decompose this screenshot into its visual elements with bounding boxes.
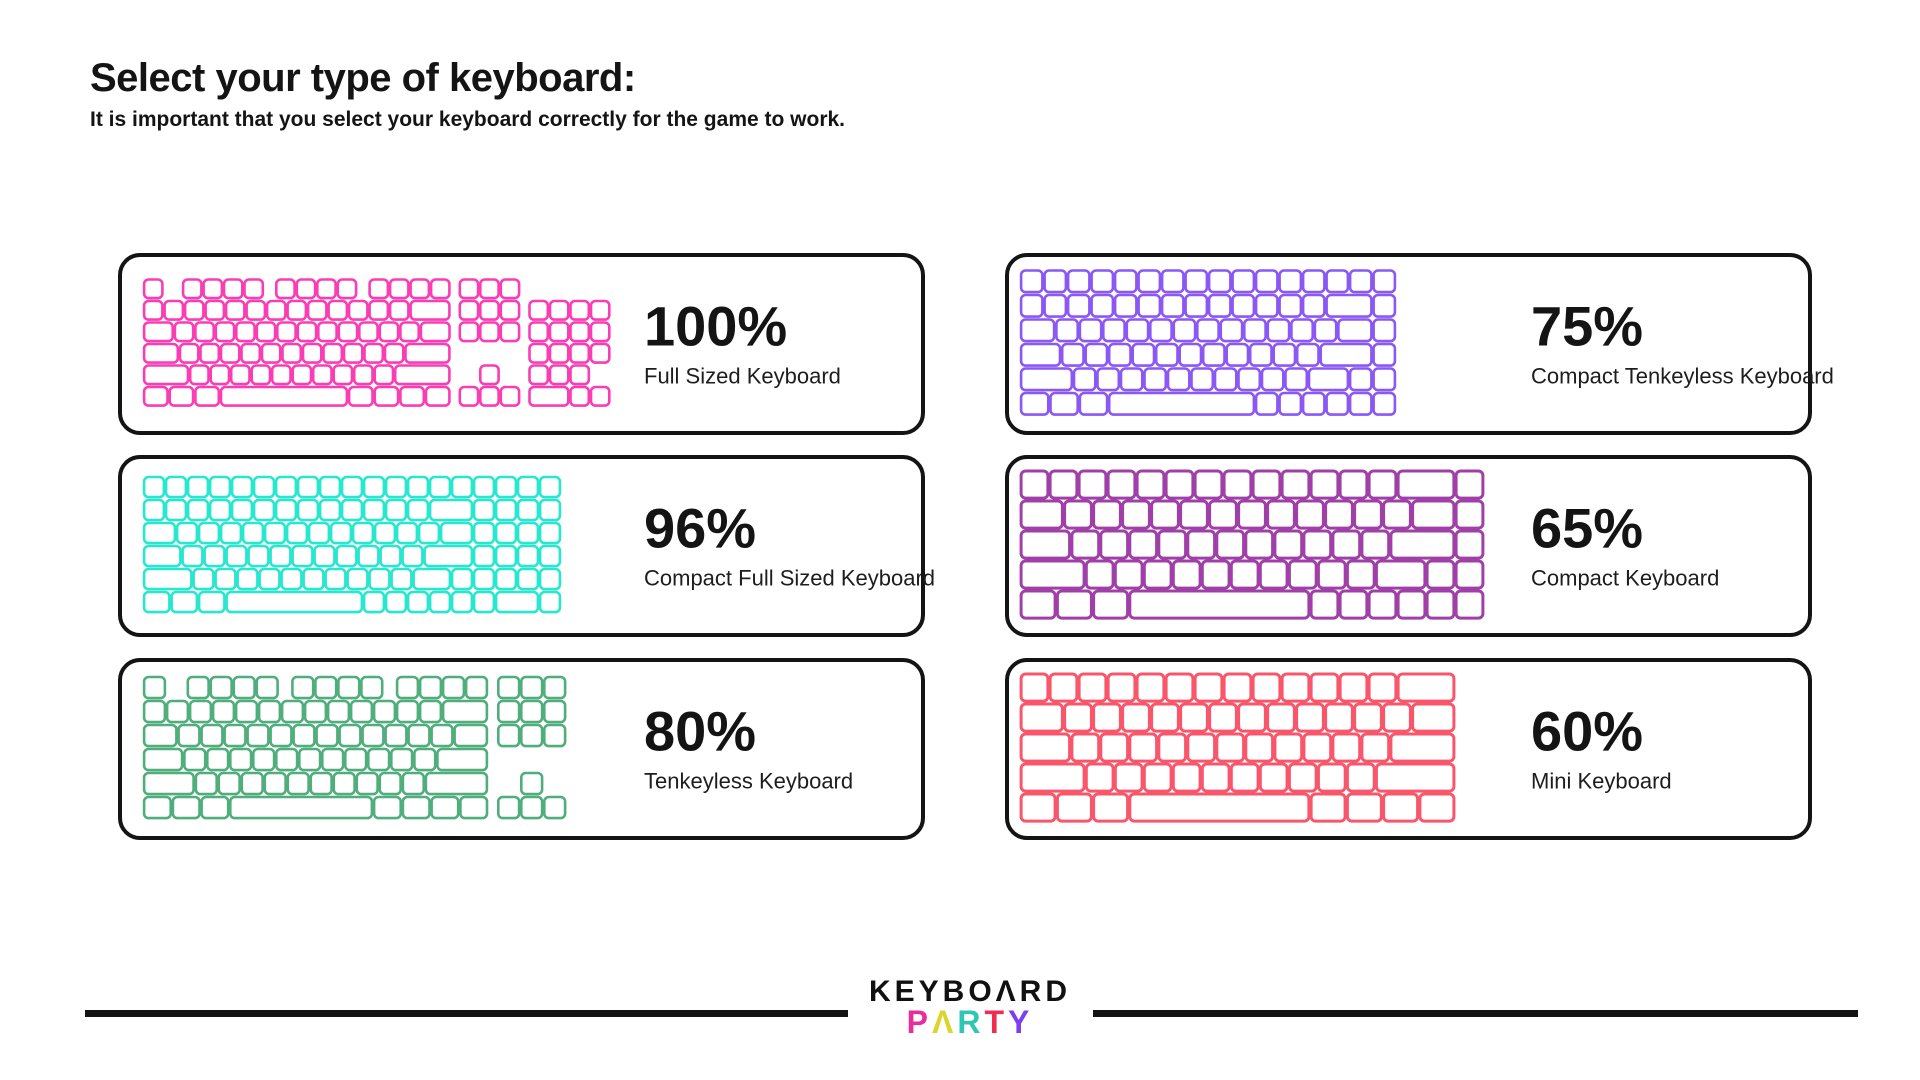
keyboard-illustration-96 — [140, 474, 564, 618]
brand-party-text: PΛRTY — [906, 1004, 1034, 1040]
keyboard-illustration-60 — [1017, 671, 1458, 827]
keyboard-label: Compact Full Sized Keyboard — [644, 565, 936, 591]
keyboard-option-100-full-sized[interactable]: 100% Full Sized Keyboard — [118, 253, 925, 435]
keyboard-illustration-100 — [140, 277, 614, 412]
keyboard-illustration-65 — [1017, 468, 1487, 624]
page-title: Select your type of keyboard: — [90, 56, 636, 100]
keyboard-option-75-compact-tenkeyless[interactable]: 75% Compact Tenkeyless Keyboard — [1005, 253, 1834, 435]
keyboard-percent: 60% — [1531, 699, 1644, 763]
brand-keyboard-text: KEYBOΛRD — [868, 975, 1072, 1008]
keyboard-illustration-80 — [140, 674, 570, 824]
keyboard-percent: 75% — [1531, 294, 1644, 358]
keyboard-label: Full Sized Keyboard — [644, 363, 841, 389]
keyboard-option-80-tenkeyless[interactable]: 80% Tenkeyless Keyboard — [118, 658, 925, 840]
keyboard-label: Tenkeyless Keyboard — [644, 768, 854, 794]
keyboard-option-96-compact-full-sized[interactable]: 96% Compact Full Sized Keyboard — [118, 455, 935, 637]
keyboard-option-60-mini[interactable]: 60% Mini Keyboard — [1005, 658, 1812, 840]
page-subtitle: It is important that you select your key… — [90, 108, 846, 131]
keyboard-label: Mini Keyboard — [1531, 768, 1672, 794]
keyboard-percent: 65% — [1531, 496, 1644, 560]
keyboard-illustration-75 — [1017, 268, 1399, 421]
divider-line-right — [1093, 1010, 1858, 1017]
keyboard-option-65-compact[interactable]: 65% Compact Keyboard — [1005, 455, 1812, 637]
divider-line-left — [85, 1010, 848, 1017]
keyboard-label: Compact Tenkeyless Keyboard — [1531, 363, 1834, 389]
keyboard-percent: 80% — [644, 699, 757, 763]
keyboard-percent: 100% — [644, 294, 788, 358]
keyboard-label: Compact Keyboard — [1531, 565, 1720, 591]
keyboard-percent: 96% — [644, 496, 757, 560]
brand-logo: KEYBOΛRD PΛRTY — [820, 975, 1120, 1040]
